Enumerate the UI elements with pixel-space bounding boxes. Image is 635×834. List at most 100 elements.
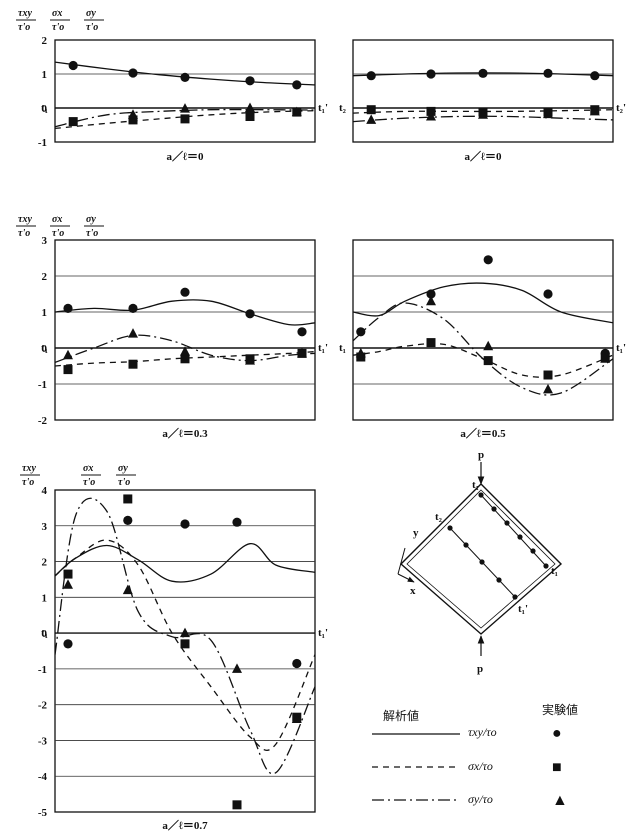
panel-bottom-left: 4 3 2 1 0 -1 -2 -3 -4 -5 t₁ t₁' a／ℓ＝0.7 [38, 485, 328, 832]
series-sy-line [55, 497, 315, 775]
y-tick-label: 1 [42, 69, 48, 81]
marker-triangle-sy [543, 383, 553, 394]
specimen-inner-outline [406, 489, 556, 629]
legend-circle-marker: ● [552, 725, 562, 742]
y-tick-label: -2 [38, 700, 48, 712]
series-sx-line [353, 342, 613, 378]
line-mark-start: t₂ [339, 102, 347, 114]
series-txy-line [55, 543, 315, 583]
marker-square-sx [68, 117, 78, 127]
panel-middle-right: t₁ t₁' a／ℓ＝0.5 [339, 239, 626, 440]
panel-caption: a／ℓ＝0.5 [460, 427, 506, 440]
header-sy-den: τ'o [86, 22, 98, 33]
marker-triangle-sy [63, 579, 73, 589]
line-mark-start: t₁ [41, 102, 48, 114]
specimen-diagram: p t₁ t₂ t₁ t₁' y x p [397, 449, 563, 675]
marker-circle-txy [63, 639, 73, 649]
plot-frame [352, 239, 614, 421]
marker-triangle-sy [180, 346, 190, 356]
line-mark-end: t₁' [318, 342, 328, 354]
specimen-outline [399, 483, 563, 635]
marker-square-sx [245, 112, 255, 121]
marker-triangle-sy [63, 349, 73, 360]
panel-top-right: t₂ t₂' a／ℓ＝0 [339, 39, 626, 163]
series-sy-line [55, 108, 315, 128]
marker-square-sx [63, 569, 73, 579]
marker-square-sx [180, 114, 190, 124]
marker-circle-txy [356, 327, 366, 337]
y-tick-label: -4 [38, 771, 48, 783]
line-mark-end: t₁' [616, 342, 626, 354]
marker-circle-txy [590, 71, 600, 81]
marker-triangle-sy [128, 109, 138, 119]
marker-triangle-sy [180, 627, 190, 638]
plot-frame [54, 39, 316, 143]
marker-circle-txy [63, 303, 73, 313]
marker-circle-txy [426, 69, 436, 79]
y-tick-label: 3 [42, 235, 48, 247]
diagram-t1-right: t₁ [551, 565, 558, 577]
header-txy-den: τ'o [18, 22, 30, 33]
marker-square-sx [123, 494, 133, 504]
load-bottom-label: p [477, 663, 483, 675]
marker-triangle-sy [245, 102, 255, 112]
legend-sx-label: σx/τo [468, 759, 493, 773]
marker-square-sx [180, 354, 190, 364]
marker-circle-txy [232, 517, 242, 527]
marker-triangle-sy [589, 105, 600, 116]
series-txy-line [55, 299, 315, 326]
legend-sy-label: σy/τo [468, 792, 493, 806]
series-sy-line [55, 334, 315, 364]
axis-y-arrow [397, 547, 406, 575]
panel-top-left: 2 1 0 -1 t₁ t₁' a／ℓ＝0 [38, 35, 328, 163]
series-txy-line [353, 282, 613, 324]
marker-triangle-sy [291, 713, 302, 723]
legend-txy-label: τxy/τo [468, 725, 497, 739]
header-sx-num: σx [83, 463, 93, 474]
series-sy-line [353, 115, 613, 123]
marker-triangle-sy [483, 340, 494, 351]
marker-triangle-sy [478, 109, 488, 119]
marker-triangle-sy [245, 355, 255, 365]
marker-square-sx [180, 639, 190, 649]
load-top-label: p [478, 449, 484, 461]
y-tick-label: -3 [38, 735, 48, 747]
marker-square-sx [426, 338, 436, 348]
marker-triangle-sy [426, 295, 436, 306]
marker-circle-txy [543, 289, 553, 299]
marker-circle-txy [123, 515, 133, 526]
marker-circle-txy [426, 289, 436, 299]
y-tick-label: 2 [42, 35, 48, 47]
legend-triangle-marker: ▲ [552, 792, 568, 809]
marker-triangle-sy [232, 663, 242, 673]
header-labels-top: τxy τ'o σx τ'o σy τ'o [16, 8, 104, 33]
line-mark-start: t₁ [41, 342, 48, 354]
gauge-line-t1 [480, 494, 547, 567]
header-sx-num: σx [52, 214, 62, 225]
header-labels-middle: τxy τ'o σx τ'o σy τ'o [16, 214, 104, 239]
y-tick-label: -1 [38, 137, 47, 149]
header-sy-num: σy [86, 8, 96, 19]
header-sx-den: τ'o [52, 228, 64, 239]
marker-square-sx [366, 105, 376, 115]
marker-circle-txy [180, 287, 190, 297]
header-sx-num: σx [52, 8, 62, 19]
legend-header-solid: 解析値 [383, 708, 419, 723]
marker-circle-txy [297, 327, 307, 337]
header-sy-num: σy [118, 463, 128, 474]
header-labels-bottom: τxy τ'o σx τ'o σy τ'o [20, 463, 136, 488]
header-sx-den: τ'o [83, 477, 95, 488]
panel-caption: a／ℓ＝0.3 [162, 427, 208, 440]
marker-circle-txy [366, 71, 376, 81]
marker-triangle-sy [128, 328, 138, 338]
marker-circle-txy [483, 255, 493, 265]
marker-triangle-sy [366, 114, 377, 124]
marker-square-sx [232, 800, 242, 810]
header-sy-den: τ'o [118, 477, 130, 488]
line-mark-start: t₁ [339, 342, 346, 354]
marker-circle-txy [543, 68, 553, 78]
marker-triangle-sy [543, 108, 553, 119]
y-tick-label: -2 [38, 415, 48, 427]
header-txy-num: τxy [22, 463, 36, 474]
axis-y-label: y [413, 527, 419, 539]
